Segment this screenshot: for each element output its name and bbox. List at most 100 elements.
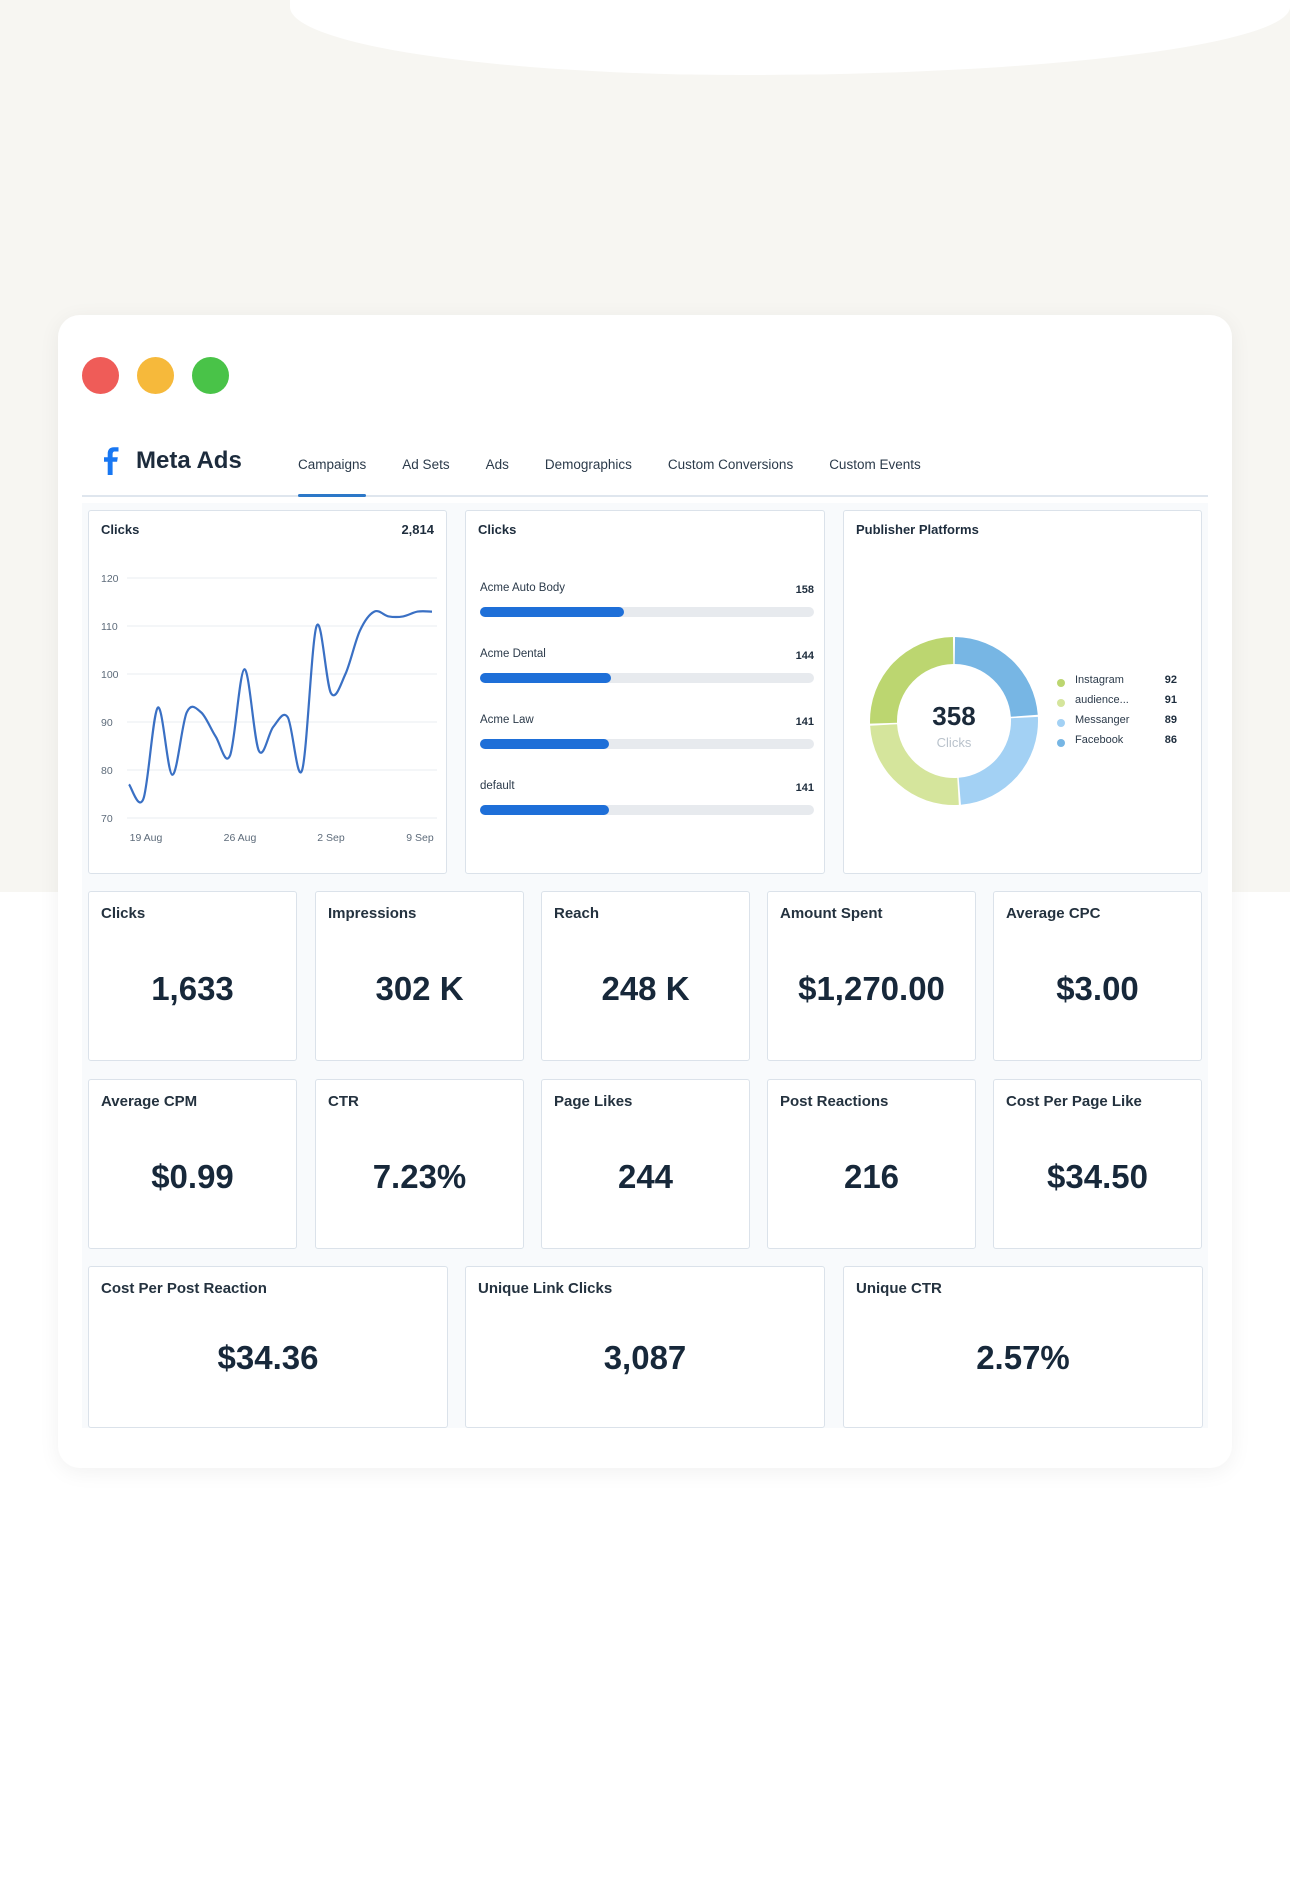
- bar-value: 141: [795, 782, 814, 794]
- metric-value: 7.23%: [372, 1158, 467, 1195]
- metric-card-average-cpm: Average CPM $0.99: [88, 1079, 297, 1249]
- tab-ad-sets[interactable]: Ad Sets: [402, 457, 450, 472]
- y-tick-label: 70: [101, 813, 113, 825]
- legend-swatch: [1057, 679, 1065, 687]
- line-point: [156, 706, 160, 710]
- metric-card-reach: Reach 248 K: [541, 891, 750, 1061]
- metric-title: Page Likes: [554, 1093, 633, 1110]
- metric-card-cost-per-post-reaction: Cost Per Post Reaction $34.36: [88, 1266, 448, 1428]
- metric-card-clicks: Clicks 1,633: [88, 891, 297, 1061]
- minimize-window-button[interactable]: [137, 357, 174, 394]
- line-point: [214, 734, 218, 738]
- clicks-series-line: [128, 609, 433, 804]
- metric-value: $1,270.00: [798, 970, 945, 1007]
- metric-title: Amount Spent: [780, 905, 883, 922]
- bar-fill: [480, 805, 609, 815]
- donut-center-label: Clicks: [937, 735, 972, 750]
- metric-value: 2.57%: [976, 1339, 1070, 1376]
- metric-card-ctr: CTR 7.23%: [315, 1079, 524, 1249]
- donut-chart-title: Publisher Platforms: [856, 522, 979, 537]
- tab-campaigns[interactable]: Campaigns: [280, 443, 384, 497]
- donut-slice-audience: [870, 724, 959, 805]
- legend-item: Facebook 86: [1057, 734, 1177, 754]
- metric-title: Clicks: [101, 905, 146, 922]
- metric-title: Average CPM: [101, 1093, 198, 1110]
- bar-fill: [480, 673, 612, 683]
- legend-item: Messanger 89: [1057, 714, 1177, 734]
- legend-value: 92: [1164, 674, 1177, 686]
- legend-swatch: [1057, 719, 1065, 727]
- app-window: Meta Ads Campaigns Ad Sets Ads Demographics…: [58, 315, 1232, 1468]
- line-point: [242, 667, 246, 671]
- metric-card-cost-per-page-like: Cost Per Page Like $34.50: [993, 1079, 1202, 1249]
- metric-value: 244: [617, 1158, 674, 1195]
- bar-label: Acme Dental: [480, 648, 546, 660]
- bar-label: Acme Auto Body: [480, 582, 566, 594]
- legend-value: 86: [1164, 734, 1177, 746]
- tab-ads[interactable]: Ads: [485, 457, 509, 472]
- line-point: [358, 629, 362, 633]
- line-chart: 120 110 100 90 80 70 19 Aug 26 Aug 2 Sep 9 Sep: [101, 573, 437, 844]
- line-point: [127, 782, 131, 786]
- metric-card-unique-link-clicks: Unique Link Clicks 3,087: [465, 1266, 825, 1428]
- line-point: [315, 624, 319, 628]
- tab-custom-events[interactable]: Custom Events: [829, 457, 921, 472]
- metric-value: 248 K: [601, 970, 690, 1007]
- line-point: [300, 768, 304, 772]
- metric-title: Impressions: [328, 905, 417, 922]
- legend-label: Facebook: [1075, 734, 1124, 746]
- metric-value: 3,087: [603, 1339, 687, 1376]
- metric-value: $34.50: [1047, 1158, 1148, 1195]
- bar-track: [480, 805, 814, 815]
- line-point: [372, 610, 376, 614]
- line-point: [387, 614, 391, 618]
- legend-value: 89: [1164, 714, 1177, 726]
- y-tick-label: 110: [101, 621, 118, 633]
- metric-title: Average CPC: [1006, 905, 1101, 922]
- bar-value: 158: [795, 584, 814, 596]
- line-point: [185, 710, 189, 714]
- line-point: [271, 725, 275, 729]
- metric-title: Reach: [554, 905, 600, 922]
- line-point: [401, 614, 405, 618]
- close-window-button[interactable]: [82, 357, 119, 394]
- tab-bar: Campaigns Ad Sets Ads Demographics Custom Co…: [280, 443, 939, 497]
- legend-label: Messanger: [1075, 714, 1130, 726]
- metric-value: $0.99: [151, 1158, 234, 1195]
- y-tick-label: 120: [101, 573, 119, 585]
- window-controls: [82, 357, 229, 394]
- donut-slice-messanger: [958, 716, 1038, 805]
- y-tick-label: 80: [101, 765, 113, 777]
- metric-value: 1,633: [151, 970, 234, 1007]
- tab-custom-conversions[interactable]: Custom Conversions: [667, 457, 794, 472]
- legend-swatch: [1057, 699, 1065, 707]
- line-point: [257, 749, 261, 753]
- x-tick-label: 19 Aug: [130, 832, 163, 844]
- dashboard-grid: Clicks 2,814 120 110 100 90 80 70 19 Aug 26 Aug…: [82, 503, 1208, 1428]
- legend-label: audience...: [1075, 694, 1129, 706]
- line-point: [141, 797, 145, 801]
- line-chart-total: 2,814: [401, 522, 434, 537]
- donut-chart-card: Publisher Platforms 358 Clicks Instagram 9…: [843, 510, 1202, 874]
- metric-card-page-likes: Page Likes 244: [541, 1079, 750, 1249]
- bar-track: [480, 673, 814, 683]
- legend-item: Instagram 92: [1057, 674, 1177, 694]
- donut-slice-facebook: [954, 637, 1038, 717]
- bar-label: Acme Law: [480, 714, 534, 726]
- bar-value: 141: [795, 716, 814, 728]
- bar-chart-card: Clicks Acme Auto Body 158 Acme Dental 144 Ac…: [465, 510, 825, 874]
- line-chart-title: Clicks: [101, 522, 140, 537]
- legend-item: audience... 91: [1057, 694, 1177, 714]
- x-tick-label: 26 Aug: [224, 832, 257, 844]
- bar-fill: [480, 739, 609, 749]
- line-point: [228, 754, 232, 758]
- line-point: [170, 773, 174, 777]
- metric-value: 302 K: [375, 970, 464, 1007]
- maximize-window-button[interactable]: [192, 357, 229, 394]
- line-point: [329, 691, 333, 695]
- tab-demographics[interactable]: Demographics: [544, 457, 632, 472]
- line-point: [343, 672, 347, 676]
- line-chart-card: Clicks 2,814 120 110 100 90 80 70 19 Aug 26 Aug…: [88, 510, 447, 874]
- metric-card-unique-ctr: Unique CTR 2.57%: [843, 1266, 1203, 1428]
- legend-swatch: [1057, 739, 1065, 747]
